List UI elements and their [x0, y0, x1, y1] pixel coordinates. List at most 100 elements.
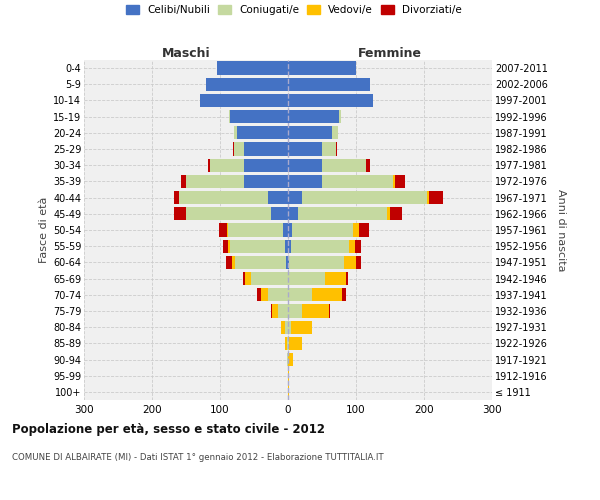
- Bar: [288, 256, 289, 269]
- Text: Popolazione per età, sesso e stato civile - 2012: Popolazione per età, sesso e stato civil…: [12, 422, 325, 436]
- Bar: [228, 240, 230, 253]
- Bar: [288, 175, 322, 188]
- Bar: [268, 288, 288, 302]
- Bar: [288, 369, 289, 382]
- Bar: [285, 336, 287, 350]
- Bar: [302, 304, 329, 318]
- Bar: [298, 207, 386, 220]
- Bar: [339, 110, 341, 124]
- Bar: [390, 207, 402, 220]
- Bar: [335, 142, 337, 156]
- Bar: [235, 256, 286, 269]
- Bar: [353, 224, 359, 236]
- Bar: [329, 304, 330, 318]
- Bar: [229, 110, 230, 124]
- Bar: [181, 175, 186, 188]
- Bar: [230, 240, 284, 253]
- Bar: [288, 94, 373, 107]
- Bar: [244, 158, 288, 172]
- Bar: [427, 191, 430, 204]
- Text: Maschi: Maschi: [161, 47, 211, 60]
- Bar: [395, 175, 405, 188]
- Bar: [257, 288, 261, 302]
- Bar: [288, 126, 332, 140]
- Bar: [284, 240, 288, 253]
- Bar: [217, 62, 288, 74]
- Bar: [179, 191, 268, 204]
- Bar: [359, 224, 369, 236]
- Bar: [286, 256, 288, 269]
- Bar: [346, 272, 348, 285]
- Bar: [430, 191, 443, 204]
- Bar: [349, 240, 355, 253]
- Bar: [343, 288, 346, 302]
- Bar: [322, 175, 394, 188]
- Legend: Celibi/Nubili, Coniugati/e, Vedovi/e, Divorziati/e: Celibi/Nubili, Coniugati/e, Vedovi/e, Di…: [126, 5, 462, 15]
- Bar: [288, 207, 298, 220]
- Bar: [386, 207, 390, 220]
- Bar: [271, 304, 272, 318]
- Text: Femmine: Femmine: [358, 47, 422, 60]
- Bar: [288, 224, 292, 236]
- Bar: [322, 142, 335, 156]
- Bar: [288, 110, 339, 124]
- Bar: [332, 126, 338, 140]
- Bar: [245, 272, 251, 285]
- Bar: [288, 304, 302, 318]
- Bar: [344, 256, 356, 269]
- Y-axis label: Anni di nascita: Anni di nascita: [556, 188, 566, 271]
- Bar: [200, 94, 288, 107]
- Bar: [289, 336, 302, 350]
- Bar: [230, 110, 288, 124]
- Bar: [186, 207, 271, 220]
- Bar: [228, 224, 283, 236]
- Bar: [272, 304, 278, 318]
- Bar: [287, 353, 288, 366]
- Bar: [174, 207, 186, 220]
- Bar: [288, 320, 292, 334]
- Bar: [325, 272, 346, 285]
- Bar: [291, 240, 349, 253]
- Bar: [278, 304, 288, 318]
- Bar: [208, 158, 210, 172]
- Bar: [210, 158, 244, 172]
- Bar: [288, 288, 312, 302]
- Bar: [312, 320, 313, 334]
- Bar: [289, 256, 344, 269]
- Bar: [284, 320, 288, 334]
- Bar: [218, 224, 227, 236]
- Bar: [233, 142, 244, 156]
- Bar: [233, 126, 237, 140]
- Text: COMUNE DI ALBAIRATE (MI) - Dati ISTAT 1° gennaio 2012 - Elaborazione TUTTITALIA.: COMUNE DI ALBAIRATE (MI) - Dati ISTAT 1°…: [12, 452, 383, 462]
- Bar: [232, 256, 235, 269]
- Bar: [302, 191, 427, 204]
- Bar: [288, 142, 322, 156]
- Bar: [174, 191, 179, 204]
- Bar: [288, 158, 322, 172]
- Bar: [292, 320, 312, 334]
- Bar: [288, 240, 291, 253]
- Bar: [312, 288, 343, 302]
- Bar: [322, 158, 366, 172]
- Bar: [244, 175, 288, 188]
- Bar: [288, 353, 293, 366]
- Bar: [243, 272, 245, 285]
- Bar: [206, 78, 288, 91]
- Bar: [355, 240, 361, 253]
- Bar: [292, 224, 353, 236]
- Bar: [288, 336, 289, 350]
- Bar: [226, 256, 232, 269]
- Bar: [251, 272, 288, 285]
- Bar: [186, 175, 244, 188]
- Bar: [271, 207, 288, 220]
- Bar: [288, 62, 356, 74]
- Bar: [261, 288, 268, 302]
- Bar: [288, 386, 289, 398]
- Bar: [287, 336, 288, 350]
- Bar: [394, 175, 395, 188]
- Bar: [288, 272, 325, 285]
- Bar: [288, 191, 302, 204]
- Bar: [244, 142, 288, 156]
- Bar: [227, 224, 228, 236]
- Bar: [366, 158, 370, 172]
